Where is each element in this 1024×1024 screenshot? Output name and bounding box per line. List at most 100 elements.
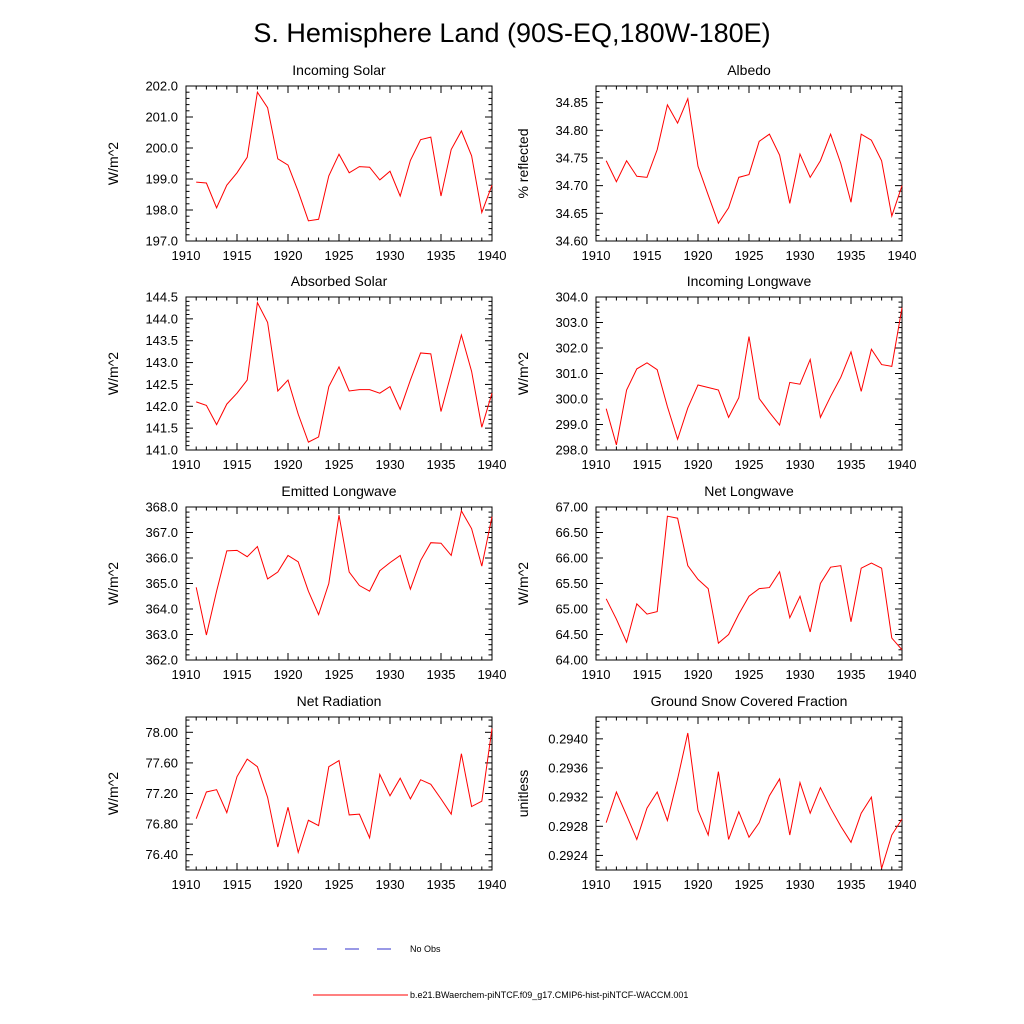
y-tick-label: 144.5: [145, 290, 178, 305]
x-tick-label: 1910: [172, 667, 201, 682]
x-tick-label: 1910: [582, 877, 611, 892]
series-line: [195, 728, 493, 855]
y-tick-label: 299.0: [555, 417, 588, 432]
x-tick-label: 1920: [684, 248, 713, 263]
y-ticks: [596, 720, 902, 868]
y-tick-label: 34.75: [555, 150, 588, 165]
y-tick-label: 65.50: [555, 576, 588, 591]
y-tick-label: 364.0: [145, 602, 178, 617]
panel-2: Albedo % reflected 1910 1915 1920 1925 1930 193…: [515, 62, 916, 263]
plot-frame: [595, 506, 903, 661]
plot-frame: [185, 296, 493, 451]
y-tick-label: 65.00: [555, 602, 588, 617]
y-tick-label: 201.0: [145, 110, 178, 125]
y-axis-label: W/m^2: [105, 772, 121, 815]
x-tick-label: 1915: [223, 877, 252, 892]
y-tick-label: 0.2924: [548, 848, 588, 863]
x-tick-label: 1915: [633, 667, 662, 682]
y-tick-label: 142.5: [145, 377, 178, 392]
x-tick-label: 1910: [582, 667, 611, 682]
y-ticks: [596, 506, 902, 661]
series-line: [605, 515, 903, 651]
y-tick-label: 367.0: [145, 525, 178, 540]
panel-title: Ground Snow Covered Fraction: [651, 693, 848, 709]
y-tick-label: 368.0: [145, 500, 178, 515]
x-tick-label: 1920: [684, 457, 713, 472]
y-tick-label: 362.0: [145, 653, 178, 668]
y-tick-label: 202.0: [145, 79, 178, 94]
legend-obs-label: No Obs: [410, 944, 441, 954]
y-tick-label: 67.00: [555, 500, 588, 515]
x-tick-label: 1920: [274, 457, 303, 472]
y-tick-label: 199.0: [145, 172, 178, 187]
y-tick-label: 64.00: [555, 653, 588, 668]
y-tick-label: 144.0: [145, 311, 178, 326]
y-tick-label: 141.5: [145, 421, 178, 436]
series-line: [196, 90, 493, 222]
x-tick-label: 1920: [274, 877, 303, 892]
y-tick-label: 77.60: [145, 755, 178, 770]
x-tick-label: 1935: [427, 877, 456, 892]
y-axis-label: W/m^2: [105, 352, 121, 395]
x-ticks: [595, 86, 903, 241]
x-tick-label: 1925: [325, 667, 354, 682]
panel-5: Emitted Longwave W/m^2 1910 1915 1920 1925 193…: [105, 483, 506, 682]
panel-title: Net Radiation: [297, 693, 382, 709]
y-tick-label: 34.85: [555, 95, 588, 110]
x-tick-label: 1935: [837, 248, 866, 263]
panel-title: Incoming Solar: [292, 62, 386, 78]
series-line: [605, 96, 903, 225]
panel-title: Absorbed Solar: [291, 273, 388, 289]
x-ticks: [185, 297, 493, 450]
y-tick-label: 198.0: [145, 203, 178, 218]
x-tick-label: 1940: [478, 667, 507, 682]
panels-group: Incoming Solar W/m^2 1910 1915 1920 1925 1930 1…: [105, 62, 916, 892]
y-tick-label: 302.0: [555, 341, 588, 356]
panel-title: Albedo: [727, 62, 771, 78]
y-tick-label: 76.40: [145, 847, 178, 862]
series-line: [605, 307, 903, 446]
panel-7: Net Radiation W/m^2 1910 1915 1920 1925 1930 19…: [105, 693, 506, 892]
y-tick-label: 0.2936: [548, 761, 588, 776]
x-tick-label: 1910: [172, 248, 201, 263]
x-tick-label: 1925: [325, 457, 354, 472]
x-tick-label: 1930: [786, 877, 815, 892]
x-tick-label: 1910: [172, 877, 201, 892]
y-tick-label: 34.65: [555, 206, 588, 221]
y-tick-label: 34.80: [555, 123, 588, 138]
y-tick-label: 304.0: [555, 290, 588, 305]
x-tick-label: 1935: [427, 457, 456, 472]
x-tick-label: 1940: [478, 877, 507, 892]
x-tick-label: 1915: [633, 248, 662, 263]
x-tick-label: 1915: [633, 877, 662, 892]
x-tick-label: 1925: [735, 667, 764, 682]
y-ticks: [186, 85, 492, 242]
y-tick-label: 141.0: [145, 443, 178, 458]
y-tick-label: 366.0: [145, 551, 178, 566]
y-tick-label: 77.20: [145, 786, 178, 801]
figure-title: S. Hemisphere Land (90S-EQ,180W-180E): [253, 18, 770, 48]
y-tick-label: 64.50: [555, 627, 588, 642]
x-ticks: [595, 297, 903, 450]
x-tick-label: 1920: [274, 248, 303, 263]
x-tick-label: 1910: [582, 457, 611, 472]
y-ticks: [186, 506, 492, 661]
x-tick-label: 1915: [223, 457, 252, 472]
x-tick-label: 1915: [633, 457, 662, 472]
series-line: [605, 732, 903, 869]
x-tick-label: 1930: [786, 248, 815, 263]
x-tick-label: 1940: [478, 248, 507, 263]
x-tick-label: 1930: [786, 457, 815, 472]
plot-frame: [595, 85, 903, 242]
x-tick-label: 1920: [684, 877, 713, 892]
panel-4: Incoming Longwave W/m^2 1910 1915 1920 1925 19…: [515, 273, 916, 472]
x-tick-label: 1925: [735, 457, 764, 472]
y-ticks: [596, 85, 902, 242]
y-ticks: [186, 296, 492, 451]
x-tick-label: 1930: [376, 457, 405, 472]
panel-3: Absorbed Solar W/m^2 1910 1915 1920 1925 1930 1…: [105, 273, 506, 472]
x-tick-label: 1910: [172, 457, 201, 472]
x-ticks: [595, 507, 903, 660]
y-tick-label: 143.5: [145, 333, 178, 348]
x-tick-label: 1925: [325, 877, 354, 892]
